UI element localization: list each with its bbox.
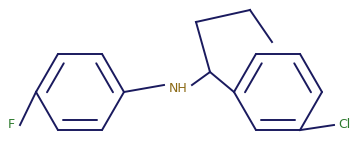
Text: F: F xyxy=(8,119,15,132)
Text: NH: NH xyxy=(169,82,187,95)
Text: Cl: Cl xyxy=(338,119,350,132)
